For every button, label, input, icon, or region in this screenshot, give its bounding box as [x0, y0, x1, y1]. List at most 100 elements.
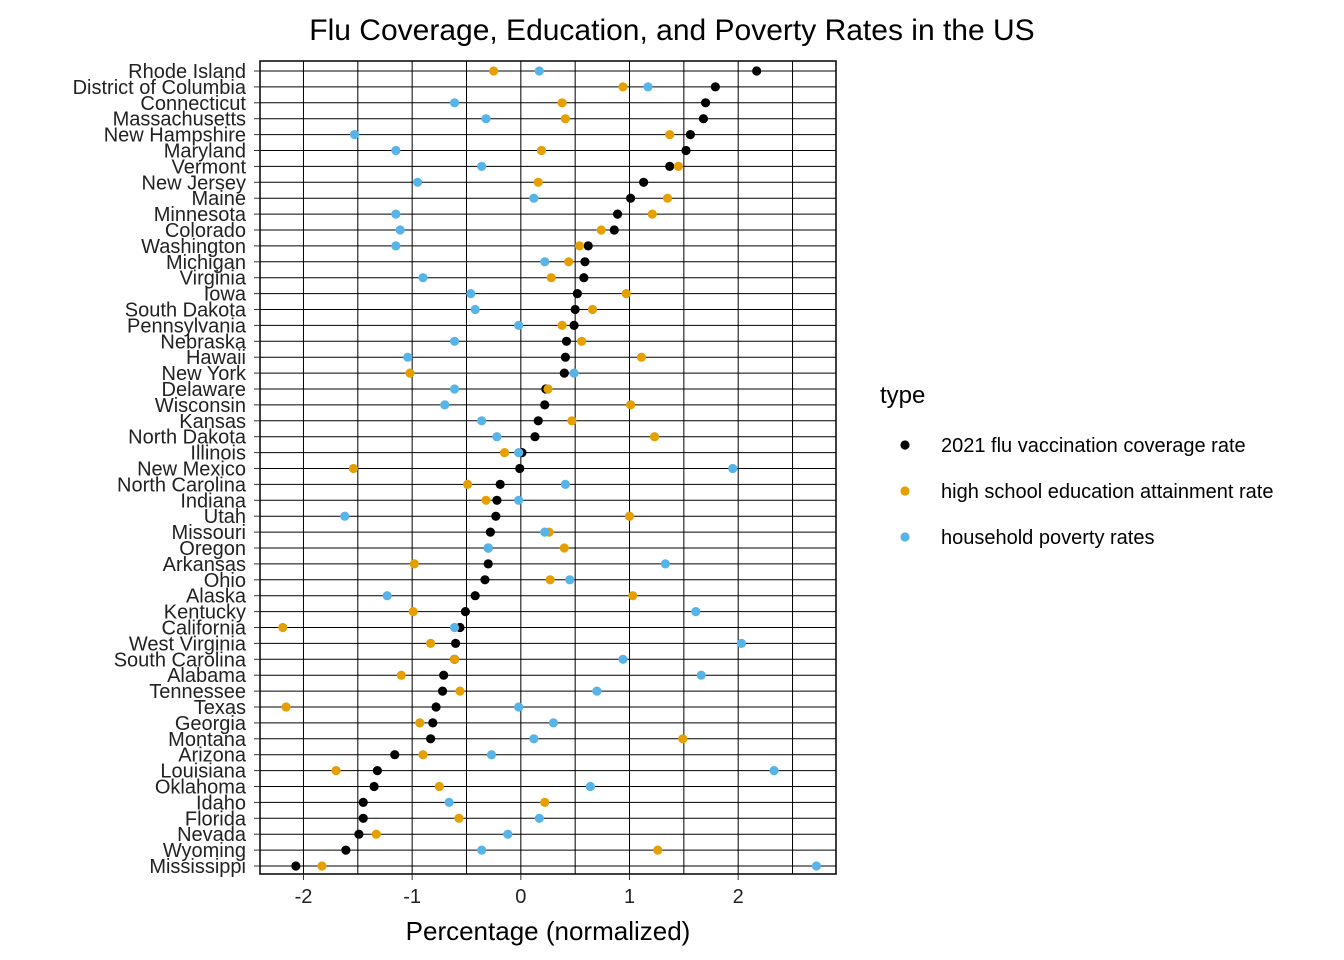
data-point	[485, 527, 495, 537]
data-point	[483, 559, 493, 569]
data-point	[625, 193, 636, 203]
data-point	[592, 686, 602, 696]
data-point	[358, 813, 368, 823]
data-point	[534, 813, 544, 823]
data-point	[462, 479, 473, 489]
data-point	[557, 320, 567, 330]
data-point	[536, 145, 547, 156]
data-point	[639, 177, 649, 187]
y-tick-label: Ohio	[204, 570, 246, 592]
y-tick-label: Tennessee	[149, 681, 246, 703]
y-tick-label: Louisiana	[160, 761, 247, 783]
data-point	[470, 591, 480, 601]
data-point	[557, 98, 567, 108]
data-point	[503, 829, 513, 839]
x-tick-label: 1	[624, 886, 635, 908]
data-point	[405, 368, 415, 378]
y-tick-label: Florida	[185, 808, 247, 830]
data-point	[382, 591, 392, 601]
data-point	[618, 654, 628, 664]
y-tick-label: Nevada	[177, 824, 247, 846]
data-point	[371, 829, 381, 839]
y-tick-label: South Carolina	[114, 649, 247, 671]
data-point	[587, 304, 598, 315]
data-point	[409, 559, 419, 569]
data-point	[649, 432, 660, 442]
data-point	[665, 130, 675, 140]
data-point	[560, 479, 570, 489]
y-tick-label: New Mexico	[137, 459, 246, 481]
data-point	[451, 638, 461, 649]
data-point	[678, 734, 688, 744]
x-tick-label: -1	[403, 886, 421, 908]
data-point	[412, 177, 423, 187]
chart-title: Flu Coverage, Education, and Poverty Rat…	[309, 14, 1034, 47]
data-point	[514, 320, 524, 330]
y-tick-label: Kentucky	[164, 602, 246, 624]
data-point	[495, 479, 505, 489]
data-point	[477, 845, 487, 855]
data-point	[489, 66, 499, 76]
data-point	[618, 82, 628, 92]
data-point	[583, 241, 593, 251]
legend-title: type	[880, 382, 925, 409]
data-point	[559, 368, 569, 378]
data-point	[391, 209, 401, 219]
data-point	[418, 750, 428, 760]
data-point	[492, 432, 502, 442]
data-point	[570, 304, 580, 315]
x-tick-label: -2	[295, 886, 313, 908]
y-tick-label: Kansas	[179, 411, 246, 433]
data-point	[480, 575, 490, 585]
y-tick-label: New Jersey	[142, 172, 246, 194]
data-point	[349, 130, 360, 140]
y-tick-label: Oklahoma	[155, 777, 247, 799]
data-point	[486, 750, 497, 760]
y-tick-label: Pennsylvania	[127, 315, 247, 337]
y-tick-label: Illinois	[190, 443, 246, 465]
data-point	[569, 320, 579, 330]
data-point	[477, 416, 487, 426]
data-point	[408, 607, 418, 617]
data-point	[572, 289, 582, 299]
data-point	[728, 463, 738, 474]
data-point	[426, 734, 436, 744]
data-point	[662, 193, 673, 203]
plot-border	[259, 60, 837, 875]
data-point	[391, 241, 401, 251]
y-tick-label: Delaware	[162, 379, 246, 401]
data-point	[624, 511, 635, 521]
data-point	[390, 750, 400, 760]
data-point	[449, 98, 460, 108]
data-point	[574, 241, 585, 251]
data-point	[483, 543, 493, 553]
data-point	[560, 352, 570, 362]
data-point	[317, 861, 327, 871]
data-point	[700, 98, 711, 108]
data-point	[530, 432, 540, 442]
y-tick-label: Montana	[168, 729, 247, 751]
data-point	[653, 845, 663, 855]
y-tick-label: Rhode Island	[128, 61, 246, 83]
data-point	[540, 797, 550, 808]
y-tick-label: North Carolina	[117, 474, 247, 496]
data-point	[643, 82, 653, 92]
data-point	[491, 511, 501, 521]
y-tick-label: New Hampshire	[104, 125, 246, 147]
y-tick-label: West Virginia	[129, 633, 247, 655]
data-point	[331, 766, 341, 776]
data-point	[533, 177, 543, 187]
data-point	[673, 161, 684, 171]
data-point	[685, 130, 695, 140]
data-point	[540, 257, 550, 267]
data-point	[560, 114, 570, 124]
legend-label: 2021 flu vaccination coverage rate	[941, 435, 1246, 457]
data-point	[710, 82, 720, 92]
data-point	[752, 66, 762, 76]
data-point	[543, 384, 553, 394]
y-tick-label: Hawaii	[186, 347, 246, 369]
data-point	[545, 575, 555, 585]
data-point	[470, 304, 480, 315]
